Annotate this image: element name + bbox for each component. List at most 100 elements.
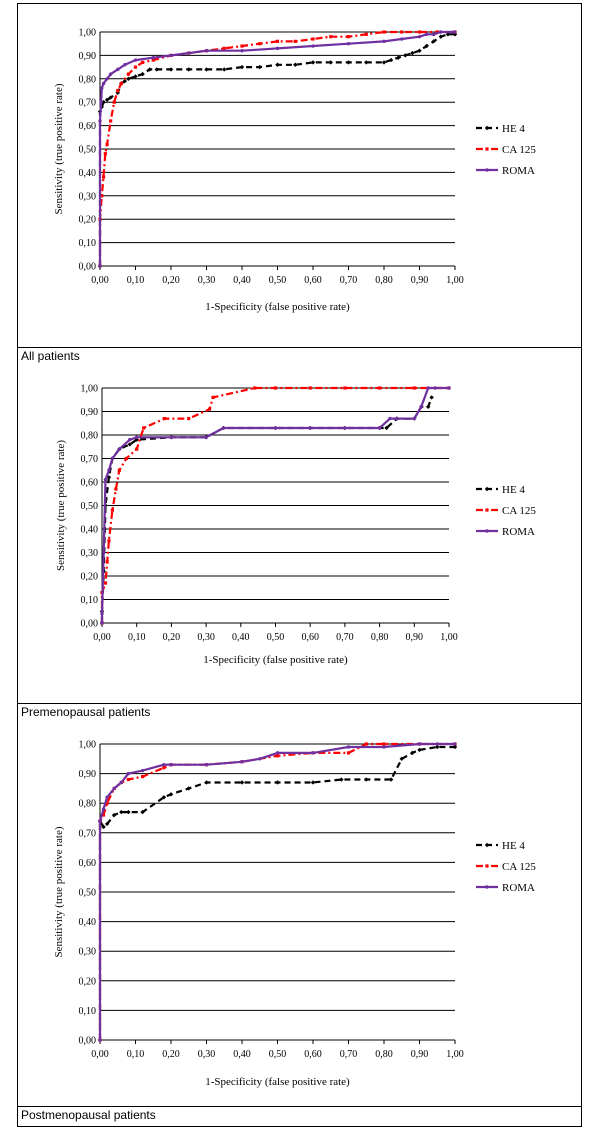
legend-label-he-4: HE 4	[502, 123, 525, 135]
series-line-he-4	[100, 397, 433, 623]
x-tick-label: 0,90	[406, 632, 424, 643]
data-point-he-4	[346, 60, 351, 65]
data-point-roma	[98, 264, 102, 268]
data-point-he-4	[127, 442, 132, 447]
data-point-ca-125	[112, 100, 116, 104]
x-tick-label: 0,60	[304, 1049, 322, 1060]
x-tick-label: 0,20	[162, 275, 180, 286]
data-point-roma	[101, 81, 106, 86]
data-point-he-4	[147, 67, 152, 72]
data-point-he-4	[410, 50, 415, 56]
data-point-roma	[439, 30, 443, 34]
data-point-he-4	[239, 64, 245, 70]
data-point-roma	[417, 34, 422, 39]
caption-all-patients: All patients	[21, 349, 80, 363]
legend-label-roma: ROMA	[502, 882, 535, 894]
data-point-he-4	[168, 67, 174, 72]
data-point-ca-125	[329, 35, 333, 39]
data-point-ca-125	[116, 88, 120, 93]
data-point-roma	[426, 386, 430, 390]
y-tick-label: 0,10	[79, 238, 97, 249]
y-tick-label: 0,40	[79, 168, 97, 179]
data-point-he-4	[424, 43, 429, 49]
data-point-he-4	[168, 792, 174, 797]
y-tick-label: 0,00	[81, 619, 99, 630]
data-point-he-4	[388, 57, 394, 63]
data-point-roma	[419, 405, 423, 409]
data-point-roma	[346, 745, 351, 749]
data-point-ca-125	[311, 37, 315, 41]
data-point-roma	[417, 742, 422, 746]
data-point-roma	[343, 426, 347, 430]
y-tick-label: 0,50	[81, 501, 99, 512]
legend-label-ca-125: CA 125	[502, 144, 536, 156]
data-point-he-4	[425, 404, 431, 409]
x-tick-label: 1,00	[446, 275, 464, 286]
data-point-he-4	[101, 100, 106, 105]
data-point-he-4	[257, 64, 262, 70]
data-point-he-4	[293, 62, 298, 67]
y-tick-label: 0,80	[81, 431, 99, 442]
y-tick-label: 0,10	[81, 595, 99, 606]
legend-label-ca-125: CA 125	[502, 505, 536, 517]
y-tick-label: 0,30	[79, 947, 97, 958]
data-point-ca-125	[222, 46, 226, 50]
x-tick-label: 0,00	[91, 1049, 109, 1060]
x-tick-label: 0,90	[411, 1049, 429, 1060]
data-point-roma	[102, 550, 106, 555]
data-point-roma	[204, 435, 208, 440]
x-tick-label: 0,10	[127, 275, 145, 286]
data-point-roma	[117, 447, 122, 451]
data-point-roma	[140, 768, 145, 773]
x-tick-label: 0,70	[340, 275, 358, 286]
data-point-roma	[395, 416, 399, 421]
data-point-roma	[98, 1038, 102, 1042]
data-point-roma	[424, 32, 429, 37]
data-point-roma	[435, 742, 439, 746]
y-tick-label: 0,20	[79, 976, 97, 987]
y-axis-label: Sensitivity (true positive rate)	[53, 826, 65, 957]
data-point-he-4	[222, 67, 227, 72]
legend-marker-ca-125	[485, 147, 489, 151]
chart-panel-postmenopausal: 0,00 0,10 0,20 0,30 0,40 0,50 0,60 0,70 0,80 0,90…	[18, 721, 581, 1106]
data-point-roma	[110, 456, 115, 461]
data-point-roma	[377, 426, 382, 430]
data-point-he-4	[239, 780, 245, 785]
data-point-roma	[100, 86, 104, 90]
data-point-he-4	[364, 60, 369, 65]
data-point-ca-125	[346, 751, 351, 755]
data-point-roma	[133, 58, 138, 62]
x-tick-label: 0,30	[197, 632, 215, 643]
y-tick-label: 0,20	[79, 215, 97, 226]
data-point-he-4	[204, 67, 209, 72]
data-point-roma	[240, 49, 244, 53]
data-point-ca-125	[103, 152, 107, 156]
data-point-roma	[169, 53, 173, 58]
data-point-ca-125	[253, 386, 257, 390]
y-axis-label: Sensitivity (true positive rate)	[53, 83, 65, 214]
data-point-ca-125	[141, 60, 145, 65]
data-point-he-4	[122, 78, 128, 84]
data-point-roma	[311, 44, 315, 48]
data-point-roma	[447, 386, 451, 390]
data-point-ca-125	[364, 32, 368, 36]
data-point-ca-125	[105, 560, 109, 564]
caption-postmenopausal: Postmenopausal patients	[21, 1108, 156, 1122]
data-point-he-4	[154, 67, 159, 72]
data-point-ca-125	[151, 58, 155, 62]
legend-marker-he-4	[484, 486, 490, 492]
data-point-roma	[187, 51, 191, 55]
data-point-he-4	[417, 48, 422, 53]
data-point-roma	[221, 426, 226, 430]
data-point-roma	[100, 621, 104, 625]
legend-label-he-4: HE 4	[502, 484, 525, 496]
data-point-ca-125	[107, 539, 111, 543]
data-point-roma	[107, 468, 111, 472]
data-point-ca-125	[207, 407, 212, 411]
caption-row-postmenopausal: Postmenopausal patients	[18, 1106, 581, 1124]
x-tick-label: 0,20	[162, 1049, 180, 1060]
data-point-ca-125	[101, 813, 106, 817]
data-point-ca-125	[101, 175, 106, 179]
data-point-ca-125	[119, 81, 123, 86]
y-tick-label: 0,00	[79, 262, 97, 273]
